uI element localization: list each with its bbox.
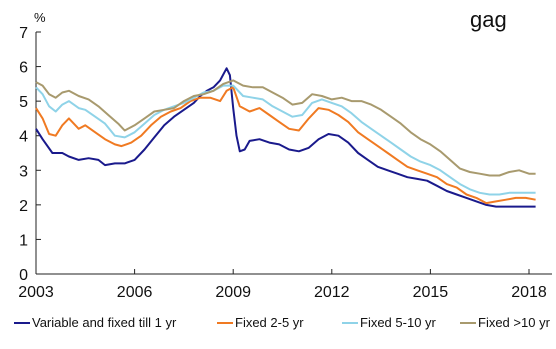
x-tick-label: 2015 <box>413 284 449 301</box>
series-line-2 <box>35 86 536 205</box>
y-tick-label: 7 <box>19 25 28 42</box>
series-lines <box>35 67 536 208</box>
y-tick-label: 4 <box>19 129 28 146</box>
x-tick-label: 2009 <box>215 284 251 301</box>
y-axis-unit-label: % <box>34 10 46 25</box>
legend-label: Variable and fixed till 1 yr <box>32 315 177 330</box>
legend: Variable and fixed till 1 yr Fixed 2-5 yr… <box>14 315 551 330</box>
series-line-4 <box>35 79 536 177</box>
x-tick-label: 2006 <box>117 284 153 301</box>
legend-label: Fixed 2-5 yr <box>235 315 304 330</box>
series-line-3 <box>35 84 536 196</box>
legend-label: Fixed >10 yr <box>478 315 551 330</box>
chart-title-fragment: gag <box>470 7 507 32</box>
x-tick-label: 2012 <box>314 284 350 301</box>
series-line-1 <box>35 67 536 208</box>
y-tick-label: 2 <box>19 198 28 215</box>
x-axis-ticks: 2003 2006 2009 2012 2015 2018 <box>18 269 547 301</box>
x-tick-label: 2003 <box>18 284 54 301</box>
y-tick-label: 1 <box>19 232 28 249</box>
y-axis-ticks: 0 1 2 3 4 5 6 7 <box>19 25 41 284</box>
y-tick-label: 3 <box>19 163 28 180</box>
y-tick-label: 5 <box>19 94 28 111</box>
x-tick-label: 2018 <box>511 284 547 301</box>
legend-label: Fixed 5-10 yr <box>360 315 437 330</box>
y-tick-label: 6 <box>19 60 28 77</box>
y-tick-label: 0 <box>19 267 28 284</box>
